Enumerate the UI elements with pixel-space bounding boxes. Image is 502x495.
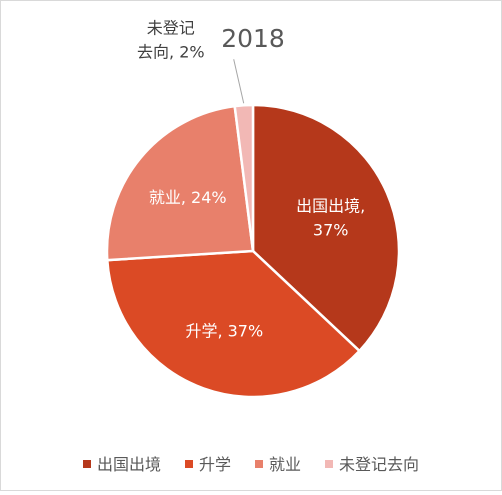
slice-label-2-line-0: 就业, 24% [149, 188, 227, 207]
legend-label-0: 出国出境 [97, 455, 161, 474]
slice-label-3-line-0: 未登记 [147, 18, 195, 37]
legend-label-2: 就业 [269, 455, 301, 474]
legend-label-1: 升学 [199, 455, 231, 474]
legend-swatch-2 [255, 460, 263, 468]
legend: 出国出境 升学 就业 未登记去向 [83, 455, 419, 474]
slice-label-0-line-1: 37% [313, 220, 349, 239]
chart-title: 2018 [221, 24, 285, 53]
pie-slice-1 [105, 249, 362, 399]
slice-labels: 出国出境, 37% 升学, 37% 就业, 24% 未登记去向, 2% [137, 18, 365, 340]
slice-label-0-line-0: 出国出境, [296, 196, 365, 215]
pie-slice-3 [233, 103, 255, 252]
pie-slice-2 [105, 104, 255, 262]
legend-swatch-0 [83, 460, 91, 468]
slice-label-3-line-1: 去向, 2% [137, 42, 205, 61]
legend-swatch-3 [325, 460, 333, 468]
pie-slice-0 [251, 103, 401, 353]
slice-label-1-line-0: 升学, 37% [185, 322, 263, 341]
legend-swatch-1 [185, 460, 193, 468]
leader-line-3 [233, 59, 245, 104]
leader-lines [233, 59, 245, 104]
legend-label-3: 未登记去向 [339, 455, 419, 474]
pie-slices [105, 103, 401, 399]
